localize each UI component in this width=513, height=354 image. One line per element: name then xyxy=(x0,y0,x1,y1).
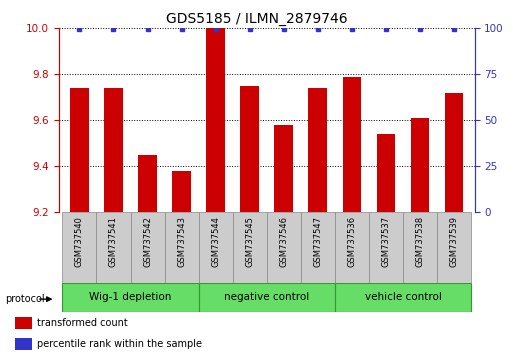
Text: percentile rank within the sample: percentile rank within the sample xyxy=(37,339,202,349)
Text: GSM737546: GSM737546 xyxy=(279,216,288,267)
Bar xyxy=(233,212,267,283)
Text: Wig-1 depletion: Wig-1 depletion xyxy=(89,292,172,302)
Text: GSM737536: GSM737536 xyxy=(347,216,357,267)
Text: GSM737538: GSM737538 xyxy=(416,216,425,267)
Text: GSM737541: GSM737541 xyxy=(109,216,118,267)
Bar xyxy=(241,86,259,212)
Bar xyxy=(63,212,96,283)
Text: GDS5185 / ILMN_2879746: GDS5185 / ILMN_2879746 xyxy=(166,12,347,27)
Text: vehicle control: vehicle control xyxy=(365,292,442,302)
Bar xyxy=(63,283,199,312)
Bar xyxy=(377,134,396,212)
Bar xyxy=(335,283,471,312)
Bar xyxy=(301,212,335,283)
Bar xyxy=(335,212,369,283)
Text: GSM737543: GSM737543 xyxy=(177,216,186,267)
Bar xyxy=(199,212,233,283)
Bar xyxy=(165,212,199,283)
Bar xyxy=(15,338,32,350)
Text: GSM737545: GSM737545 xyxy=(245,216,254,267)
Text: transformed count: transformed count xyxy=(37,318,128,327)
Bar xyxy=(70,88,89,212)
Text: GSM737542: GSM737542 xyxy=(143,216,152,267)
Bar xyxy=(15,316,32,329)
Bar xyxy=(172,171,191,212)
Bar xyxy=(138,155,157,212)
Bar xyxy=(411,118,429,212)
Bar xyxy=(445,93,463,212)
Text: GSM737544: GSM737544 xyxy=(211,216,220,267)
Bar xyxy=(96,212,130,283)
Bar xyxy=(274,125,293,212)
Bar xyxy=(343,77,361,212)
Bar xyxy=(308,88,327,212)
Bar xyxy=(199,283,335,312)
Bar xyxy=(403,212,437,283)
Text: GSM737539: GSM737539 xyxy=(449,216,459,267)
Text: protocol: protocol xyxy=(5,294,45,304)
Text: GSM737540: GSM737540 xyxy=(75,216,84,267)
Text: GSM737537: GSM737537 xyxy=(382,216,390,267)
Bar xyxy=(130,212,165,283)
Bar xyxy=(206,28,225,212)
Text: GSM737547: GSM737547 xyxy=(313,216,322,267)
Bar xyxy=(369,212,403,283)
Bar xyxy=(267,212,301,283)
Text: negative control: negative control xyxy=(224,292,309,302)
Bar xyxy=(437,212,471,283)
Bar xyxy=(104,88,123,212)
